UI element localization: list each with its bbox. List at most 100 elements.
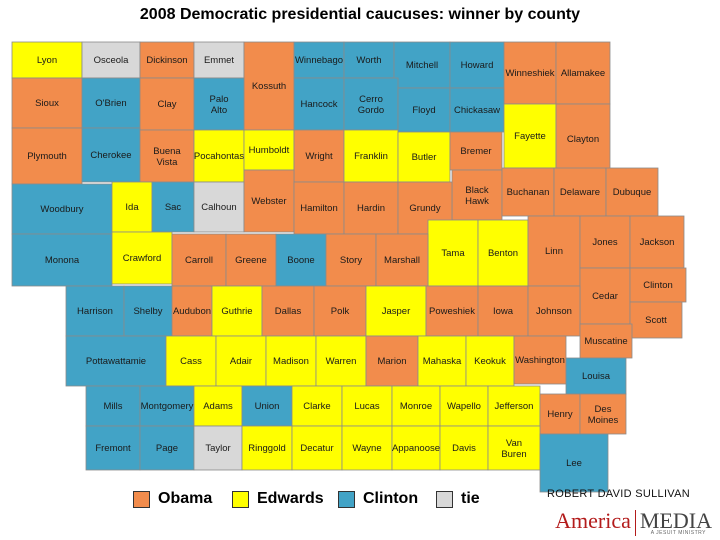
county-butler (397, 131, 451, 183)
county-cedar (579, 267, 631, 325)
county-montgomery (139, 385, 195, 427)
county-label-montgomery: Montgomery (141, 401, 194, 412)
county-label-black-hawk: Black Hawk (465, 185, 489, 207)
county-label-louisa: Louisa (582, 371, 611, 382)
county-label-davis: Davis (452, 443, 476, 454)
county-label-osceola: Osceola (94, 55, 130, 66)
county-winnebago (293, 41, 345, 79)
county-poweshiek (425, 285, 479, 337)
county-label-winnebago: Winnebago (295, 55, 343, 66)
county-allamakee (555, 41, 611, 105)
county-clinton (629, 267, 687, 303)
county-label-palo-alto: Palo Alto (209, 94, 228, 116)
county-label-union: Union (255, 401, 280, 412)
county-label-webster: Webster (251, 196, 286, 207)
county-calhoun (193, 181, 245, 233)
legend-swatch-edwards (232, 490, 249, 508)
county-label-calhoun: Calhoun (201, 202, 236, 213)
county-label-mahaska: Mahaska (423, 356, 462, 367)
county-label-bremer: Bremer (460, 146, 491, 157)
county-label-buena-vista: Buena Vista (153, 146, 181, 168)
legend-label-tie: tie (461, 490, 480, 507)
county-plymouth (11, 127, 83, 185)
county-keokuk (465, 335, 515, 387)
county-pottawattamie (65, 335, 167, 387)
county-union (241, 385, 293, 427)
county-pocahontas (193, 129, 245, 183)
county-buchanan (501, 167, 555, 217)
legend-swatch-clinton (338, 490, 355, 508)
county-label-floyd: Floyd (412, 105, 435, 116)
county-howard (449, 41, 505, 89)
county-label-franklin: Franklin (354, 151, 388, 162)
county-webster (243, 169, 295, 233)
legend-label-edwards: Edwards (257, 490, 324, 507)
county-label-dallas: Dallas (275, 306, 302, 317)
county-label-audubon: Audubon (173, 306, 211, 317)
county-worth (343, 41, 395, 79)
county-marshall (375, 233, 429, 287)
county-label-tama: Tama (441, 248, 465, 259)
county-wayne (341, 425, 393, 471)
county-label-adams: Adams (203, 401, 233, 412)
county-label-sac: Sac (165, 202, 182, 213)
county-mahaska (417, 335, 467, 387)
county-dubuque (605, 167, 659, 217)
county-label-keokuk: Keokuk (474, 356, 506, 367)
county-label-allamakee: Allamakee (561, 68, 605, 79)
county-label-cedar: Cedar (592, 291, 618, 302)
county-label-harrison: Harrison (77, 306, 113, 317)
county-appanoose (391, 425, 441, 471)
county-label-van-buren: Van Buren (501, 438, 526, 460)
county-palo-alto (193, 77, 245, 131)
county-kossuth (243, 41, 295, 131)
county-label-henry: Henry (547, 409, 573, 420)
county-label-monona: Monona (45, 255, 80, 266)
legend-item-obama: Obama (133, 487, 212, 511)
county-label-ida: Ida (125, 202, 139, 213)
county-label-wapello: Wapello (447, 401, 481, 412)
county-label-cherokee: Cherokee (90, 150, 131, 161)
county-label-story: Story (340, 255, 362, 266)
county-chickasaw (449, 87, 505, 133)
county-label-adair: Adair (230, 356, 252, 367)
county-label-monroe: Monroe (400, 401, 432, 412)
logo-word-america: America (555, 508, 631, 533)
county-label-butler: Butler (412, 152, 437, 163)
county-franklin (343, 129, 399, 183)
county-label-crawford: Crawford (123, 253, 162, 264)
legend-label-obama: Obama (158, 490, 213, 507)
county-shelby (123, 285, 173, 337)
county-greene (225, 233, 277, 287)
logo-tagline: A JESUIT MINISTRY (650, 530, 706, 536)
county-label-pocahontas: Pocahontas (194, 151, 244, 162)
county-louisa (565, 357, 627, 395)
legend-item-edwards: Edwards (232, 487, 324, 511)
county-label-cass: Cass (180, 356, 202, 367)
county-label-madison: Madison (273, 356, 309, 367)
county-hardin (343, 181, 399, 235)
county-label-worth: Worth (356, 55, 381, 66)
county-label-lee: Lee (566, 458, 582, 469)
county-label-taylor: Taylor (205, 443, 230, 454)
county-label-clarke: Clarke (303, 401, 330, 412)
county-label-lucas: Lucas (354, 401, 380, 412)
county-label-jasper: Jasper (382, 306, 411, 317)
county-label-page: Page (156, 443, 178, 454)
county-label-des-moines: Des Moines (588, 404, 619, 426)
county-label-benton: Benton (488, 248, 518, 259)
county-ida (111, 181, 153, 233)
county-label-fremont: Fremont (95, 443, 131, 454)
legend-item-tie: tie (436, 487, 480, 511)
county-page (139, 425, 195, 471)
legend-label-clinton: Clinton (363, 490, 419, 507)
county-label-linn: Linn (545, 246, 563, 257)
county-label-polk: Polk (331, 306, 350, 317)
county-label-shelby: Shelby (133, 306, 162, 317)
county-label-plymouth: Plymouth (27, 151, 67, 162)
county-label-warren: Warren (326, 356, 357, 367)
county-label-carroll: Carroll (185, 255, 213, 266)
county-warren (315, 335, 367, 387)
